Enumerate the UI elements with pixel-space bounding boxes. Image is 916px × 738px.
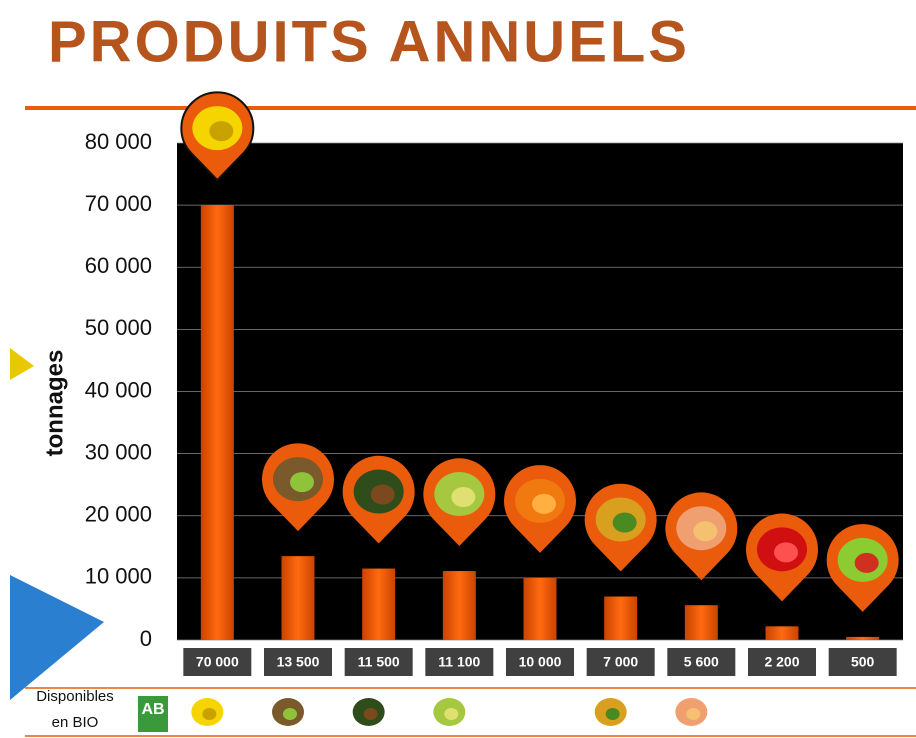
value-box (183, 648, 252, 676)
bar (523, 577, 557, 640)
fruit-icon (693, 521, 718, 542)
y-tick-label: 70 000 (85, 191, 152, 216)
bio-fruit-icon (444, 708, 459, 720)
value-label: 500 (851, 654, 875, 670)
y-axis-label: tonnages (41, 350, 68, 457)
y-tick-label: 40 000 (85, 377, 152, 402)
y-tick-label: 0 (140, 626, 152, 651)
value-box (264, 648, 332, 676)
value-label: 70 000 (196, 654, 239, 670)
bio-fruit-icon (283, 708, 297, 720)
value-box (748, 648, 816, 676)
footer-text: Disponibles (36, 688, 114, 705)
value-box (586, 648, 655, 676)
y-tick-label: 80 000 (85, 129, 152, 154)
chart-title: PRODUITS ANNUELS (48, 9, 690, 74)
bar (442, 571, 476, 640)
fruit-icon (290, 472, 314, 493)
value-box (667, 648, 736, 676)
fruit-icon (370, 484, 395, 505)
bar (765, 626, 799, 640)
value-box (506, 648, 574, 676)
bar (281, 556, 315, 640)
bar (362, 568, 396, 640)
y-tick-label: 20 000 (85, 502, 152, 527)
bio-fruit-icon (202, 708, 217, 720)
y-tick-label: 60 000 (85, 253, 152, 278)
value-label: 11 500 (358, 654, 400, 670)
y-tick-label: 50 000 (85, 315, 152, 340)
deco-triangle (10, 575, 104, 700)
y-tick-label: 10 000 (85, 564, 152, 589)
value-label: 11 100 (438, 654, 480, 670)
bio-logo (138, 696, 168, 732)
fruit-icon (451, 487, 476, 508)
fruit-icon (854, 552, 879, 573)
value-label: 2 200 (764, 654, 799, 670)
fruit-icon (612, 512, 637, 533)
value-box (425, 648, 494, 676)
fruit-icon (209, 121, 234, 142)
y-tick-label: 30 000 (85, 439, 152, 464)
value-label: 5 600 (684, 654, 719, 670)
footer-text: en BIO (52, 714, 99, 731)
value-label: 13 500 (277, 654, 320, 670)
bar (684, 605, 718, 640)
value-label: 7 000 (603, 654, 638, 670)
bio-fruit-icon (363, 708, 378, 720)
fruit-icon (774, 542, 798, 563)
bio-fruit-icon (686, 708, 701, 720)
value-box (344, 648, 413, 676)
fruit-icon (532, 493, 556, 514)
bar (200, 205, 234, 640)
value-box (828, 648, 897, 676)
value-label: 10 000 (519, 654, 562, 670)
deco-triangle (10, 348, 34, 380)
bar (604, 596, 638, 640)
bar (846, 636, 880, 640)
bio-fruit-icon (605, 708, 620, 720)
bio-logo-text: AB (141, 701, 164, 718)
